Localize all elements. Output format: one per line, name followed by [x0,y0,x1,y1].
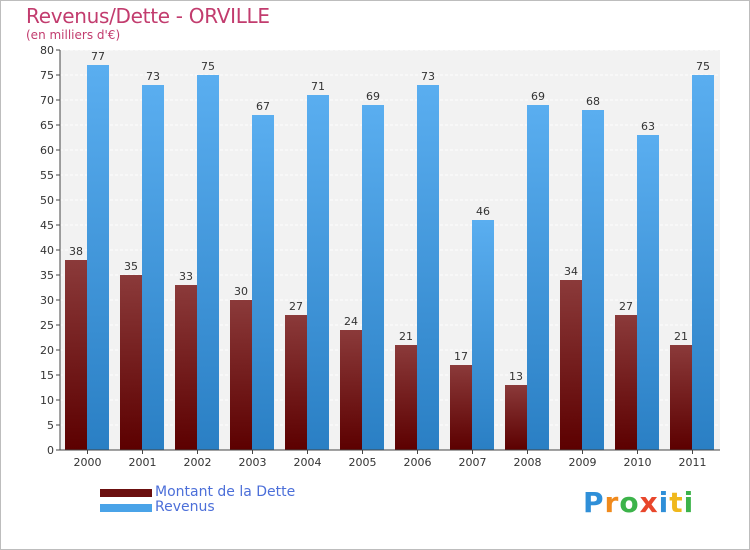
logo-letter: P [583,486,605,519]
y-tick-label: 20 [40,344,54,357]
value-label: 13 [509,370,523,383]
y-tick-label: 40 [40,244,54,257]
bar-dette [450,365,472,450]
x-tick-label: 2006 [404,456,432,469]
logo-letter: i [683,486,695,519]
value-label: 69 [366,90,380,103]
value-label: 69 [531,90,545,103]
bar-dette [615,315,637,450]
x-tick-label: 2008 [514,456,542,469]
x-tick-label: 2004 [294,456,322,469]
x-tick-label: 2000 [74,456,102,469]
bar-revenus [142,85,164,450]
y-tick-label: 70 [40,94,54,107]
value-label: 35 [124,260,138,273]
y-tick-label: 75 [40,69,54,82]
y-tick-label: 50 [40,194,54,207]
value-label: 34 [564,265,578,278]
bar-dette [175,285,197,450]
bar-dette [285,315,307,450]
legend-label-debt: Montant de la Dette [155,484,296,500]
value-label: 33 [179,270,193,283]
y-tick-label: 5 [47,419,54,432]
bar-revenus [417,85,439,450]
y-tick-label: 30 [40,294,54,307]
value-label: 27 [619,300,633,313]
bar-dette [395,345,417,450]
value-label: 38 [69,245,83,258]
y-tick-label: 65 [40,119,54,132]
logo-letter: t [669,486,684,519]
bar-dette [340,330,362,450]
logo-letter: r [604,486,620,519]
x-tick-label: 2005 [349,456,377,469]
bar-dette [505,385,527,450]
bar-revenus [252,115,274,450]
legend-label-revenus: Revenus [155,499,215,515]
chart-subtitle: (en milliers d'€) [26,28,121,42]
x-tick-label: 2011 [679,456,707,469]
logo-letter: i [658,486,670,519]
y-tick-label: 15 [40,369,54,382]
value-label: 21 [399,330,413,343]
value-label: 30 [234,285,248,298]
y-tick-labels: 0 5 10 15 20 25 30 35 40 45 50 55 60 65 70 75 80 [40,44,54,457]
value-label: 71 [311,80,325,93]
proxiti-logo: Proxiti [583,486,694,519]
value-label: 27 [289,300,303,313]
logo-letter: x [639,486,659,519]
bar-revenus [472,220,494,450]
value-label: 75 [696,60,710,73]
value-label: 46 [476,205,490,218]
x-tick-label: 2010 [624,456,652,469]
x-tick-label: 2007 [459,456,487,469]
y-tick-label: 80 [40,44,54,57]
value-label: 77 [91,50,105,63]
value-label: 75 [201,60,215,73]
bar-dette [230,300,252,450]
value-label: 73 [146,70,160,83]
value-label: 17 [454,350,468,363]
bar-dette [560,280,582,450]
bar-dette [65,260,87,450]
y-tick-label: 0 [47,444,54,457]
value-label: 68 [586,95,600,108]
bars-group [65,65,714,450]
value-label: 67 [256,100,270,113]
value-label: 21 [674,330,688,343]
value-labels: 38 77 35 73 33 75 30 67 27 71 24 69 21 73 17 46 13 69 34 68… [69,50,710,383]
grid-lines [56,49,720,451]
y-tick-label: 10 [40,394,54,407]
legend-swatch-revenus [100,504,152,512]
value-label: 63 [641,120,655,133]
value-label: 73 [421,70,435,83]
y-tick-label: 55 [40,169,54,182]
y-tick-label: 45 [40,219,54,232]
bar-revenus [362,105,384,450]
x-tick-label: 2003 [239,456,267,469]
bar-revenus [582,110,604,450]
chart-title: Revenus/Dette - ORVILLE [26,4,270,28]
y-tick-label: 60 [40,144,54,157]
y-tick-label: 35 [40,269,54,282]
x-tick-label: 2001 [129,456,157,469]
bar-dette [120,275,142,450]
bar-revenus [692,75,714,450]
legend-swatch-debt [100,489,152,497]
bar-revenus [637,135,659,450]
bar-revenus [197,75,219,450]
y-tick-label: 25 [40,319,54,332]
value-label: 24 [344,315,358,328]
logo-letter: o [619,486,640,519]
bar-revenus [527,105,549,450]
x-tick-label: 2009 [569,456,597,469]
bar-revenus [307,95,329,450]
bar-revenus [87,65,109,450]
x-tick-label: 2002 [184,456,212,469]
x-tick-labels: 2000 2001 2002 2003 2004 2005 2006 2007 2008 2009… [74,450,707,469]
bar-dette [670,345,692,450]
